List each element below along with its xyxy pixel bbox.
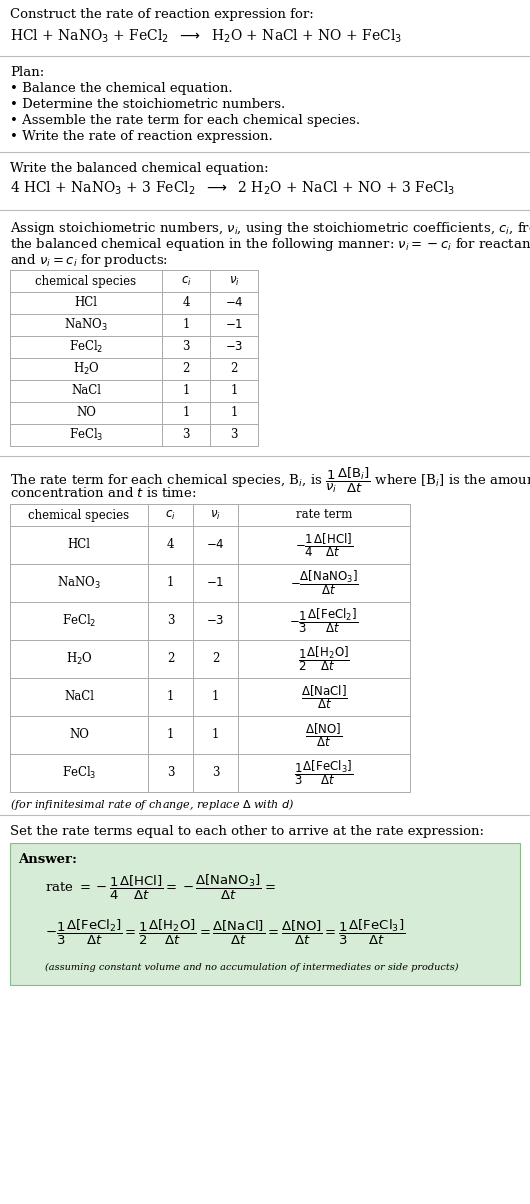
- Text: Plan:: Plan:: [10, 66, 44, 79]
- Text: $\dfrac{\Delta[\mathrm{NaCl}]}{\Delta t}$: $\dfrac{\Delta[\mathrm{NaCl}]}{\Delta t}…: [301, 683, 347, 710]
- Text: 1: 1: [182, 407, 190, 419]
- Text: (assuming constant volume and no accumulation of intermediates or side products): (assuming constant volume and no accumul…: [45, 963, 458, 972]
- Text: $-\dfrac{1}{4}\dfrac{\Delta[\mathrm{HCl}]}{\Delta t}$: $-\dfrac{1}{4}\dfrac{\Delta[\mathrm{HCl}…: [295, 531, 353, 559]
- Text: 1: 1: [182, 319, 190, 331]
- Text: 3: 3: [167, 767, 174, 779]
- Text: 2: 2: [212, 653, 219, 666]
- Text: FeCl$_2$: FeCl$_2$: [69, 340, 103, 355]
- Text: $-3$: $-3$: [206, 614, 225, 627]
- Text: Write the balanced chemical equation:: Write the balanced chemical equation:: [10, 163, 269, 175]
- Text: (for infinitesimal rate of change, replace $\Delta$ with $d$): (for infinitesimal rate of change, repla…: [10, 797, 295, 811]
- Bar: [10, 504, 410, 792]
- Text: 3: 3: [182, 341, 190, 354]
- Text: $-1$: $-1$: [206, 577, 225, 590]
- Text: rate $= -\dfrac{1}{4}\dfrac{\Delta[\mathrm{HCl}]}{\Delta t} = -\dfrac{\Delta[\ma: rate $= -\dfrac{1}{4}\dfrac{\Delta[\math…: [45, 873, 276, 902]
- Text: $c_i$: $c_i$: [181, 275, 191, 288]
- Text: $-\dfrac{1}{3}\dfrac{\Delta[\mathrm{FeCl_2}]}{\Delta t}$: $-\dfrac{1}{3}\dfrac{\Delta[\mathrm{FeCl…: [289, 607, 359, 636]
- Text: The rate term for each chemical species, B$_i$, is $\dfrac{1}{\nu_i}\dfrac{\Delt: The rate term for each chemical species,…: [10, 466, 530, 495]
- Text: 3: 3: [167, 614, 174, 627]
- Text: 1: 1: [212, 728, 219, 742]
- Text: $\nu_i$: $\nu_i$: [210, 508, 221, 521]
- Text: 2: 2: [167, 653, 174, 666]
- Text: NaNO$_3$: NaNO$_3$: [57, 576, 101, 591]
- Text: $c_i$: $c_i$: [165, 508, 176, 521]
- Text: HCl: HCl: [75, 296, 98, 309]
- Text: Set the rate terms equal to each other to arrive at the rate expression:: Set the rate terms equal to each other t…: [10, 825, 484, 838]
- Text: FeCl$_3$: FeCl$_3$: [69, 427, 103, 443]
- Text: 1: 1: [231, 384, 237, 397]
- Text: 1: 1: [167, 728, 174, 742]
- Text: 1: 1: [167, 691, 174, 703]
- Text: FeCl$_2$: FeCl$_2$: [62, 613, 96, 628]
- Text: concentration and $t$ is time:: concentration and $t$ is time:: [10, 486, 197, 500]
- Text: 4 HCl + NaNO$_3$ + 3 FeCl$_2$  $\longrightarrow$  2 H$_2$O + NaCl + NO + 3 FeCl$: 4 HCl + NaNO$_3$ + 3 FeCl$_2$ $\longrigh…: [10, 181, 455, 197]
- Text: $-3$: $-3$: [225, 341, 243, 354]
- Text: • Determine the stoichiometric numbers.: • Determine the stoichiometric numbers.: [10, 98, 285, 111]
- Text: $-\dfrac{\Delta[\mathrm{NaNO_3}]}{\Delta t}$: $-\dfrac{\Delta[\mathrm{NaNO_3}]}{\Delta…: [289, 568, 358, 597]
- Text: 1: 1: [182, 384, 190, 397]
- Text: the balanced chemical equation in the following manner: $\nu_i = -c_i$ for react: the balanced chemical equation in the fo…: [10, 236, 530, 253]
- Text: 4: 4: [167, 538, 174, 551]
- Text: 1: 1: [231, 407, 237, 419]
- Text: • Write the rate of reaction expression.: • Write the rate of reaction expression.: [10, 130, 273, 143]
- Text: $-4$: $-4$: [225, 296, 243, 309]
- Text: $-\dfrac{1}{3}\dfrac{\Delta[\mathrm{FeCl_2}]}{\Delta t} = \dfrac{1}{2}\dfrac{\De: $-\dfrac{1}{3}\dfrac{\Delta[\mathrm{FeCl…: [45, 917, 405, 948]
- Text: 3: 3: [230, 429, 238, 442]
- Text: NaNO$_3$: NaNO$_3$: [64, 317, 108, 334]
- Bar: [10, 270, 258, 445]
- Text: $\dfrac{1}{2}\dfrac{\Delta[\mathrm{H_2O}]}{\Delta t}$: $\dfrac{1}{2}\dfrac{\Delta[\mathrm{H_2O}…: [298, 644, 350, 673]
- Text: $-4$: $-4$: [206, 538, 225, 551]
- Text: Assign stoichiometric numbers, $\nu_i$, using the stoichiometric coefficients, $: Assign stoichiometric numbers, $\nu_i$, …: [10, 220, 530, 237]
- Text: 2: 2: [182, 362, 190, 376]
- Text: 1: 1: [212, 691, 219, 703]
- Text: HCl: HCl: [67, 538, 91, 551]
- Text: NaCl: NaCl: [64, 691, 94, 703]
- Text: chemical species: chemical species: [29, 508, 129, 521]
- Text: NO: NO: [69, 728, 89, 742]
- Text: H$_2$O: H$_2$O: [66, 651, 92, 667]
- Text: 1: 1: [167, 577, 174, 590]
- Text: H$_2$O: H$_2$O: [73, 361, 100, 377]
- Text: rate term: rate term: [296, 508, 352, 521]
- Text: 3: 3: [182, 429, 190, 442]
- Text: Construct the rate of reaction expression for:: Construct the rate of reaction expressio…: [10, 8, 314, 20]
- Bar: [10, 843, 520, 985]
- Text: NO: NO: [76, 407, 96, 419]
- Text: chemical species: chemical species: [36, 275, 137, 288]
- Text: FeCl$_3$: FeCl$_3$: [62, 765, 96, 781]
- Text: HCl + NaNO$_3$ + FeCl$_2$  $\longrightarrow$  H$_2$O + NaCl + NO + FeCl$_3$: HCl + NaNO$_3$ + FeCl$_2$ $\longrightarr…: [10, 28, 402, 46]
- Text: • Balance the chemical equation.: • Balance the chemical equation.: [10, 82, 233, 95]
- Text: 2: 2: [231, 362, 237, 376]
- Text: NaCl: NaCl: [71, 384, 101, 397]
- Text: $\dfrac{1}{3}\dfrac{\Delta[\mathrm{FeCl_3}]}{\Delta t}$: $\dfrac{1}{3}\dfrac{\Delta[\mathrm{FeCl_…: [294, 759, 354, 787]
- Text: and $\nu_i = c_i$ for products:: and $\nu_i = c_i$ for products:: [10, 252, 168, 268]
- Text: $\dfrac{\Delta[\mathrm{NO}]}{\Delta t}$: $\dfrac{\Delta[\mathrm{NO}]}{\Delta t}$: [305, 721, 342, 749]
- Text: Answer:: Answer:: [18, 852, 77, 866]
- Text: 4: 4: [182, 296, 190, 309]
- Text: • Assemble the rate term for each chemical species.: • Assemble the rate term for each chemic…: [10, 114, 360, 126]
- Text: $-1$: $-1$: [225, 319, 243, 331]
- Text: 3: 3: [212, 767, 219, 779]
- Text: $\nu_i$: $\nu_i$: [228, 275, 240, 288]
